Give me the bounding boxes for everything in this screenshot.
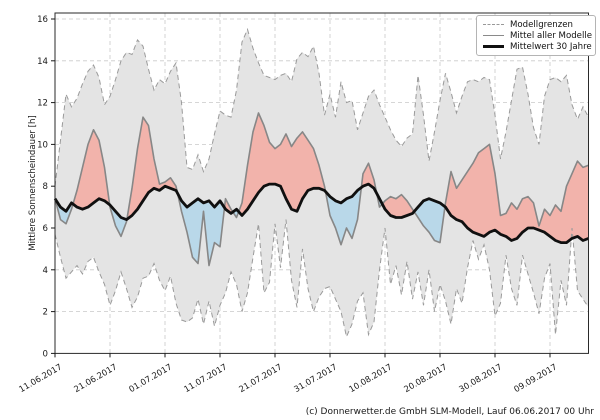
y-tick-label: 16 <box>37 15 48 25</box>
x-tick-label: 20.08.2017 <box>402 362 449 395</box>
y-tick-label: 8 <box>43 182 48 192</box>
copyright-caption: (c) Donnerwetter.de GmbH SLM-Modell, Lau… <box>305 407 594 417</box>
y-tick-label: 2 <box>43 308 48 318</box>
x-tick-label: 11.07.2017 <box>182 362 229 395</box>
x-tick-label: 09.09.2017 <box>512 362 559 395</box>
x-tick-label: 30.08.2017 <box>457 362 504 395</box>
legend-label: Mittelwert 30 Jahre <box>510 41 592 52</box>
legend-item-mittel-aller-modelle: Mittel aller Modelle <box>483 30 593 41</box>
gray-line-swatch-icon <box>483 35 504 36</box>
y-tick-label: 10 <box>37 140 48 150</box>
y-tick-label: 0 <box>43 349 48 359</box>
dashed-line-swatch-icon <box>483 24 504 25</box>
plot-frame <box>54 12 589 354</box>
model-mean-line <box>54 112 589 267</box>
y-tick-label: 4 <box>43 266 48 276</box>
y-axis: 0 2 4 6 8 10 12 14 16 <box>37 15 55 359</box>
y-tick-label: 14 <box>37 57 48 67</box>
y-tick-label: 6 <box>43 224 48 234</box>
x-axis: 11.06.2017 21.06.2017 01.07.2017 11.07.2017… <box>17 353 559 394</box>
upper-model-bound-line <box>54 27 589 187</box>
x-tick-label: 21.06.2017 <box>72 362 119 395</box>
x-tick-label: 21.07.2017 <box>237 362 284 395</box>
legend-label: Mittel aller Modelle <box>510 30 593 41</box>
x-tick-label: 01.07.2017 <box>127 362 174 395</box>
chart-legend: Modellgrenzen Mittel aller Modelle Mitte… <box>476 15 596 56</box>
thirty-year-mean-line <box>53 182 589 244</box>
x-tick-label: 11.06.2017 <box>17 362 64 395</box>
y-axis-label: Mittlere Sonnenscheindauer [h] <box>28 115 38 251</box>
x-tick-label: 10.08.2017 <box>347 362 394 395</box>
legend-item-mittelwert-30-jahre: Mittelwert 30 Jahre <box>483 41 592 52</box>
y-tick-label: 12 <box>37 99 48 109</box>
black-line-swatch-icon <box>483 45 504 48</box>
legend-label: Modellgrenzen <box>510 19 573 30</box>
x-tick-label: 31.07.2017 <box>292 362 339 395</box>
legend-item-modellgrenzen: Modellgrenzen <box>483 19 590 30</box>
lower-model-bound-line <box>54 219 589 339</box>
